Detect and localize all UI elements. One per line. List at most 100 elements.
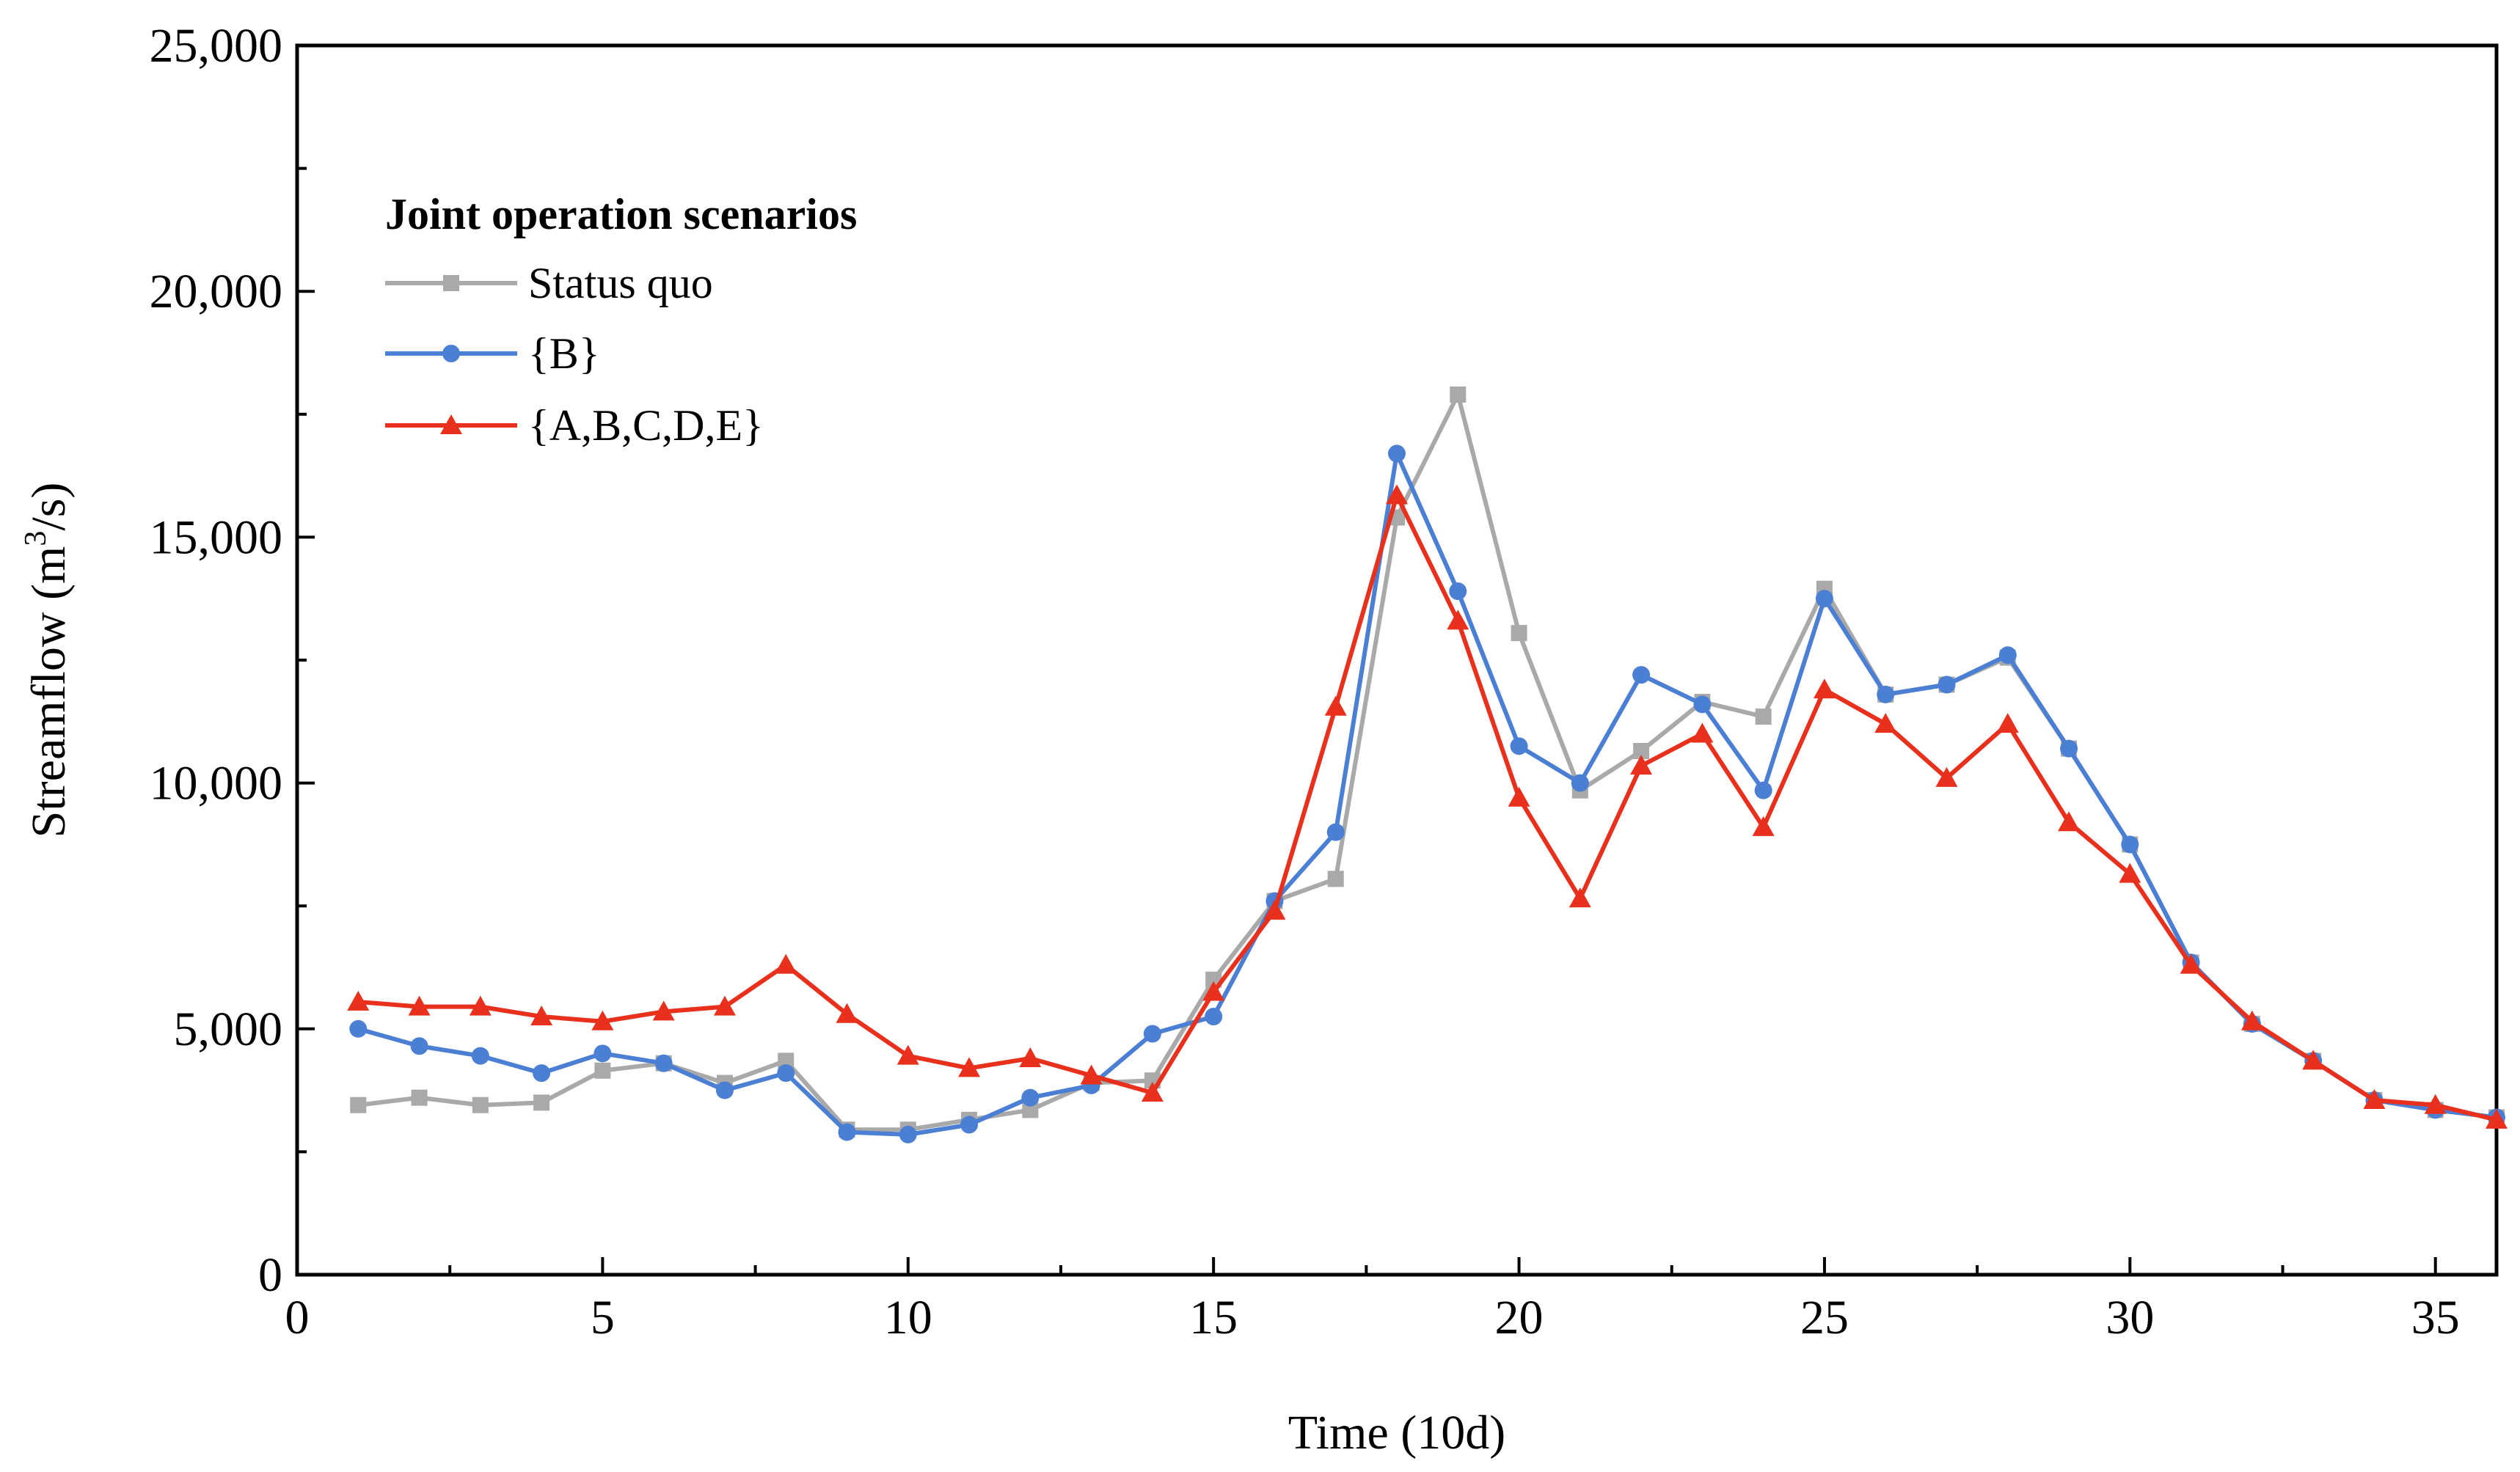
data-point [1450,386,1467,403]
data-point [1633,743,1650,760]
data-point [349,1019,368,1038]
legend-items: Status quo {B} {A,B,C,D,E} [385,259,764,450]
y-axis-ticks: 0 5,000 10,000 15,000 20,000 25,000 [150,19,315,1302]
y-axis-title-main: Streamflow (m [22,546,76,838]
data-point [408,995,431,1016]
data-point [1326,823,1345,841]
y-tick-label: 5,000 [174,1003,283,1056]
x-axis-ticks: 0 5 10 15 20 25 30 35 [285,1257,2460,1344]
x-tick-label: 10 [884,1291,932,1344]
data-point [591,1010,614,1030]
data-point [1998,646,2017,664]
series-line [357,392,2497,1132]
series-1 [350,386,2505,1138]
data-point [1630,755,1653,775]
data-point [347,990,370,1011]
data-point [2060,739,2078,758]
data-point [410,1037,428,1055]
data-point [594,1044,612,1063]
data-point [533,1094,550,1111]
legend-item: Status quo [385,259,713,307]
y-tick-label: 15,000 [150,510,283,564]
legend-title: Joint operation scenarios [385,190,857,238]
data-point [1935,766,1958,787]
data-point [838,1123,856,1141]
data-point [2424,1094,2447,1114]
data-point [899,1125,917,1143]
data-point [1022,1102,1039,1118]
data-point [1752,816,1775,836]
data-point [2119,863,2141,883]
data-point [958,1057,981,1077]
data-point [1080,1064,1103,1085]
y-tick-label: 20,000 [150,265,283,318]
y-axis-title: Streamflow (m3/s) [19,483,76,838]
data-point [2121,835,2139,854]
data-point [2240,1010,2263,1030]
data-point [713,995,736,1016]
data-point [1938,675,1956,694]
data-point [1019,1047,1042,1068]
data-point [2302,1050,2325,1070]
legend-label: {A,B,C,D,E} [528,401,764,450]
legend-item: {B} [385,329,600,378]
series-line [358,493,2497,1122]
data-point [1568,887,1591,908]
data-point [652,1000,675,1021]
y-axis-title-tail: /s) [22,483,76,531]
data-point [1693,695,1712,714]
data-point [1324,695,1347,716]
x-tick-label: 25 [1800,1291,1849,1344]
data-point [654,1054,673,1072]
data-point [471,1047,489,1065]
legend-swatch-marker [443,275,459,291]
data-point [896,1044,919,1065]
data-point [778,1052,795,1069]
data-point [1143,1025,1161,1043]
data-point [2058,811,2081,832]
data-point [1510,737,1528,755]
data-point [1632,666,1651,684]
legend: Joint operation scenarios Status quo {B} {… [385,190,857,450]
legend-swatch-marker [442,345,460,362]
data-point [715,1081,734,1099]
data-point [594,1062,611,1079]
legend-item: {A,B,C,D,E} [385,401,764,450]
legend-label: {B} [528,329,600,378]
data-point [1815,590,1833,608]
data-point [960,1116,979,1134]
data-point [1386,484,1408,505]
data-point [1021,1088,1040,1107]
data-point [1327,871,1344,887]
data-point [836,1003,858,1023]
data-point [469,995,492,1016]
data-point [1205,1008,1223,1026]
data-point [2180,953,2202,974]
series-3 [347,484,2508,1129]
data-point [533,1064,551,1083]
data-point [1877,685,1895,703]
data-point [1754,781,1772,799]
y-tick-label: 0 [258,1248,282,1302]
data-point [1263,899,1286,920]
data-point [1755,708,1772,725]
x-tick-label: 0 [285,1291,310,1344]
y-axis-title-superscript: 3 [19,531,53,546]
y-tick-label: 10,000 [150,757,283,810]
data-point [530,1006,553,1026]
x-tick-label: 15 [1189,1291,1238,1344]
x-tick-label: 35 [2411,1291,2460,1344]
legend-label: Status quo [528,259,713,307]
data-point [1202,981,1225,1001]
data-point [775,953,797,974]
data-point [1996,713,2019,733]
x-tick-label: 5 [591,1291,615,1344]
data-point [1511,625,1527,642]
series-layer [347,386,2508,1143]
legend-swatch-marker [440,414,462,434]
data-point [1813,678,1836,699]
data-point [350,1096,367,1113]
series-line [357,451,2497,1137]
